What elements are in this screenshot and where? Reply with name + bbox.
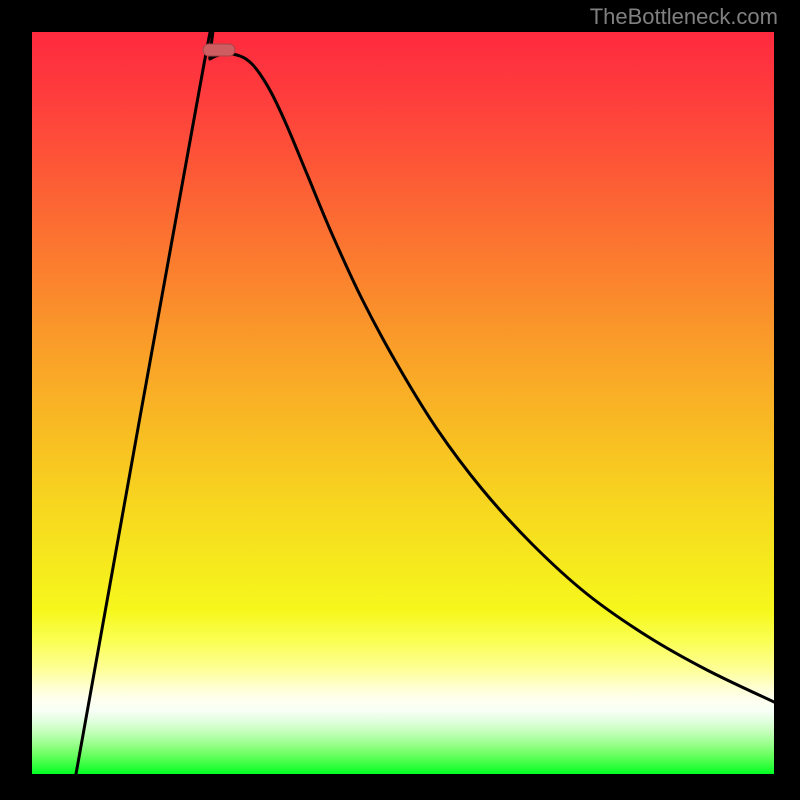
optimal-marker — [203, 44, 235, 56]
watermark-text: TheBottleneck.com — [590, 4, 778, 30]
chart-container: TheBottleneck.com — [0, 0, 800, 800]
bottleneck-chart — [0, 0, 800, 800]
